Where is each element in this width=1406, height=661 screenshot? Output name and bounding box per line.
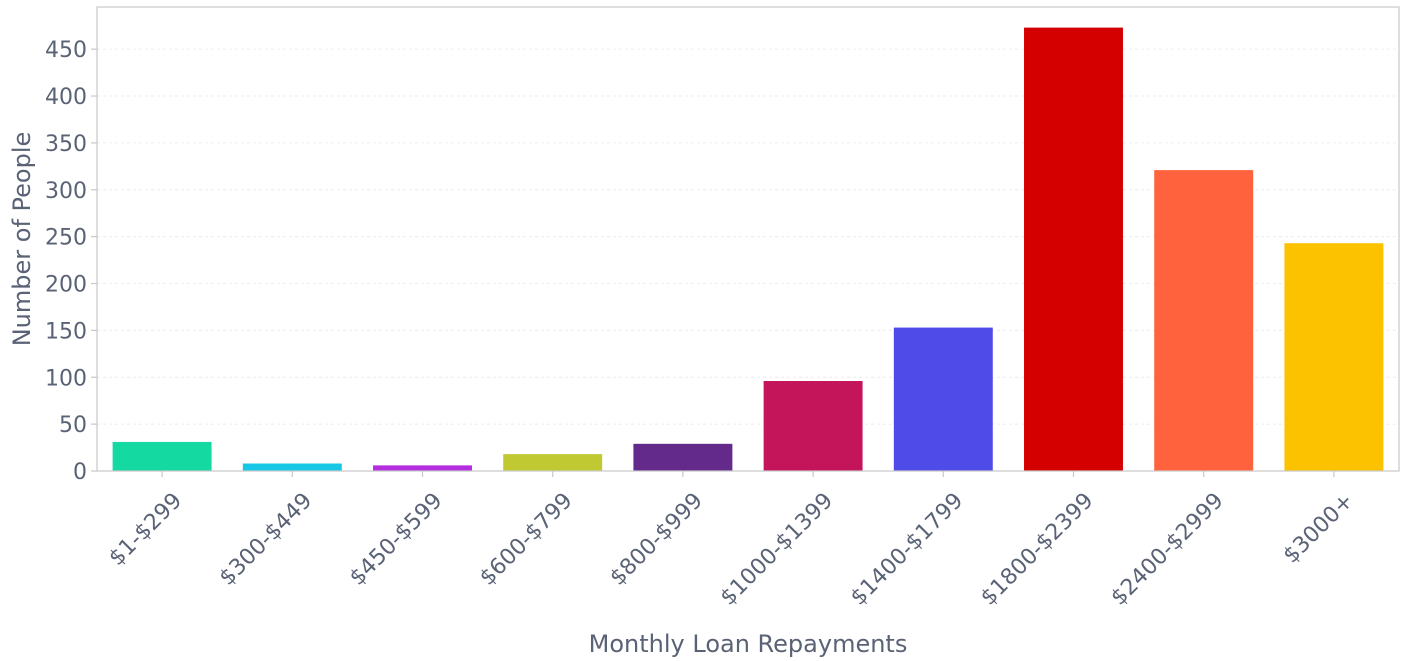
y-tick-label: 400 xyxy=(45,85,87,110)
y-tick-label: 300 xyxy=(45,179,87,204)
y-tick-label: 350 xyxy=(45,132,87,157)
x-tick-label: $1800-$2399 xyxy=(976,488,1098,610)
x-tick-label: $2400-$2999 xyxy=(1106,488,1228,610)
y-tick-label: 450 xyxy=(45,38,87,63)
y-tick-label: 50 xyxy=(59,413,87,438)
x-tick-label: $600-$799 xyxy=(475,488,577,590)
y-axis-ticks: 0 50 100 150 200 250 300 350 400 450 xyxy=(45,38,97,485)
plot-frame xyxy=(96,6,1400,472)
y-axis-title: Number of People xyxy=(8,132,36,347)
y-tick-label: 150 xyxy=(45,319,87,344)
bar-0 xyxy=(112,441,212,471)
bar-1 xyxy=(242,463,342,471)
gridlines xyxy=(97,48,1399,425)
bar-3 xyxy=(503,454,603,471)
x-tick-label: $800-$999 xyxy=(605,488,707,590)
y-tick-label: 250 xyxy=(45,226,87,251)
x-axis-ticks: $1-$299 $300-$449 $450-$599 $600-$799 $800-$… xyxy=(104,471,1359,611)
x-tick-label: $1000-$1399 xyxy=(716,488,838,610)
x-axis-title: Monthly Loan Repayments xyxy=(589,630,908,658)
x-tick-label: $3000+ xyxy=(1279,488,1359,568)
bar-8 xyxy=(1154,170,1254,471)
bar-7 xyxy=(1024,27,1123,471)
bar-2 xyxy=(373,465,472,471)
bar-6 xyxy=(893,327,993,471)
y-tick-label: 100 xyxy=(45,366,87,391)
bar-5 xyxy=(763,381,863,471)
x-tick-label: $1400-$1799 xyxy=(846,488,968,610)
x-tick-label: $450-$599 xyxy=(345,488,447,590)
bars xyxy=(112,27,1384,471)
y-tick-label: 200 xyxy=(45,273,87,298)
x-tick-label: $1-$299 xyxy=(104,488,187,571)
x-tick-label: $300-$449 xyxy=(215,488,317,590)
bar-9 xyxy=(1284,243,1384,471)
y-tick-label: 0 xyxy=(73,460,87,485)
bar-4 xyxy=(633,443,733,471)
